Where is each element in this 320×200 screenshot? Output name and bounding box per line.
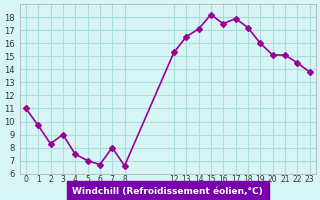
X-axis label: Windchill (Refroidissement éolien,°C): Windchill (Refroidissement éolien,°C) xyxy=(72,187,263,196)
